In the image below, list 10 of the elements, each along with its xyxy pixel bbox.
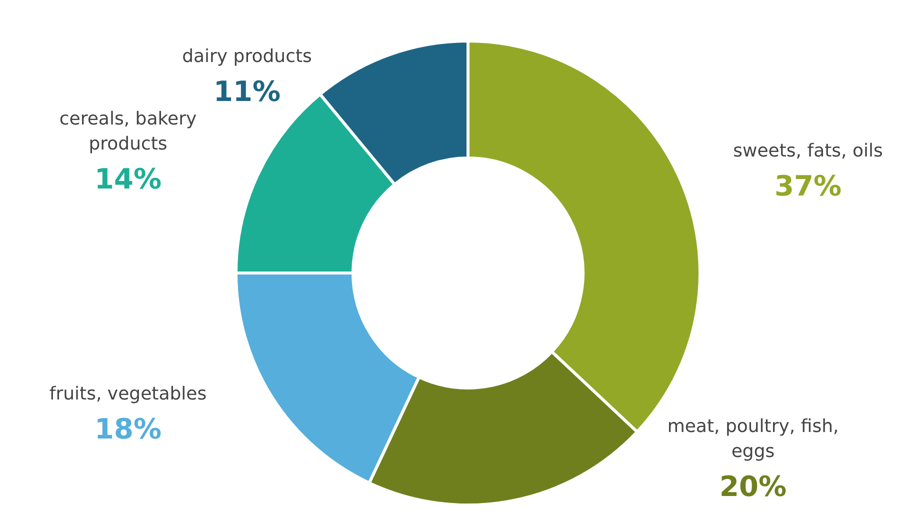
slice-label: sweets, fats, oils xyxy=(733,140,883,162)
slice-label: cereals, bakery products xyxy=(59,108,197,154)
data-label: 18% xyxy=(94,412,162,446)
data-label: 11% xyxy=(213,75,281,108)
data-label: 37% xyxy=(774,170,842,203)
slice-label: meat, poultry, fish, eggs xyxy=(667,416,839,462)
data-label: 20% xyxy=(719,470,787,503)
data-label: 14% xyxy=(94,162,162,196)
slice-label: dairy products xyxy=(182,46,312,67)
slice-label: fruits, vegetables xyxy=(49,383,207,404)
